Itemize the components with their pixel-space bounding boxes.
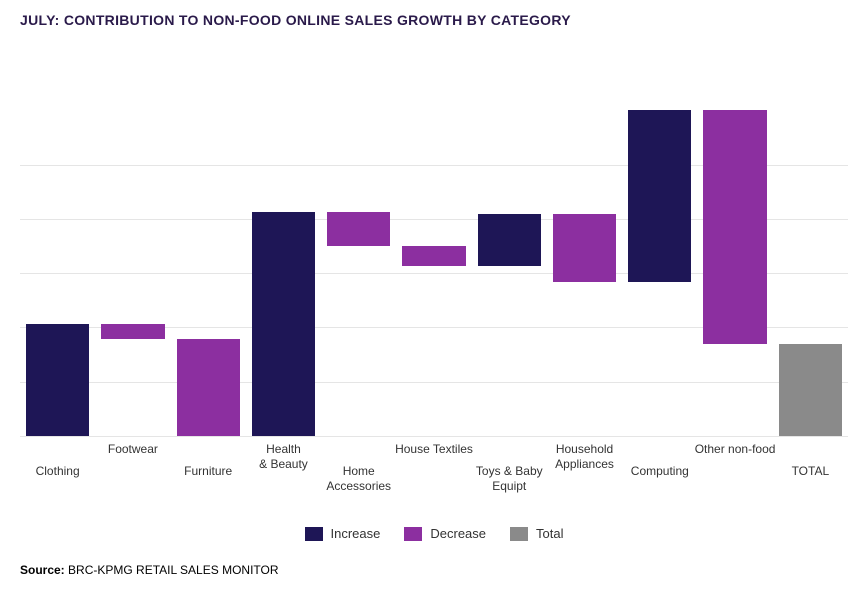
bar-decrease — [327, 212, 390, 246]
legend-swatch — [404, 527, 422, 541]
waterfall-chart: ClothingFootwearFurnitureHealth & Beauty… — [20, 46, 848, 476]
x-axis-label: Other non-food — [689, 442, 780, 457]
chart-legend: Increase Decrease Total — [20, 526, 848, 544]
legend-swatch — [510, 527, 528, 541]
bar-increase — [628, 110, 691, 281]
bar-increase — [252, 212, 315, 436]
source-text: BRC-KPMG RETAIL SALES MONITOR — [68, 563, 278, 577]
legend-label: Increase — [331, 526, 381, 541]
legend-item: Decrease — [404, 526, 486, 541]
bar-increase — [478, 214, 541, 267]
x-axis-label: House Textiles — [388, 442, 479, 457]
x-axis-label: TOTAL — [765, 464, 856, 479]
legend-label: Total — [536, 526, 563, 541]
chart-x-labels: ClothingFootwearFurnitureHealth & Beauty… — [20, 436, 848, 496]
chart-title: JULY: CONTRIBUTION TO NON-FOOD ONLINE SA… — [20, 12, 848, 28]
bar-decrease — [101, 324, 164, 339]
chart-plot — [20, 46, 848, 436]
x-axis-label: Home Accessories — [313, 464, 404, 494]
chart-source: Source: BRC-KPMG RETAIL SALES MONITOR — [20, 563, 279, 577]
bar-decrease — [553, 214, 616, 282]
legend-item: Increase — [305, 526, 381, 541]
x-axis-label: Computing — [614, 464, 705, 479]
bar-decrease — [703, 110, 766, 344]
bar-decrease — [177, 339, 240, 436]
legend-swatch — [305, 527, 323, 541]
bar-total — [779, 344, 842, 436]
x-axis-label: Footwear — [87, 442, 178, 457]
x-axis-label: Clothing — [12, 464, 103, 479]
bar-increase — [26, 324, 89, 436]
source-label: Source: — [20, 563, 65, 577]
legend-item: Total — [510, 526, 563, 541]
legend-label: Decrease — [430, 526, 486, 541]
bar-decrease — [402, 246, 465, 266]
